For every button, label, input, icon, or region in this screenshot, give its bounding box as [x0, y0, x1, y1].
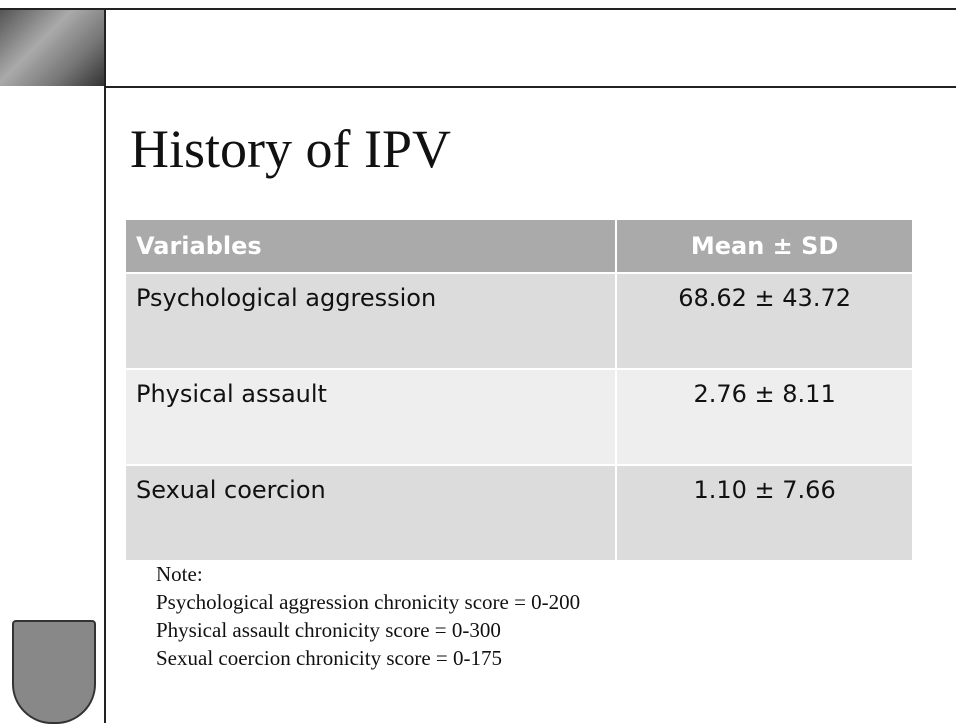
cell: Sexual coercion	[126, 465, 616, 560]
cell: 2.76 ± 8.11	[616, 369, 912, 465]
header-cell: Variables	[126, 220, 616, 273]
rule	[0, 8, 956, 10]
title: History of IPV	[130, 118, 451, 180]
cell: Physical assault	[126, 369, 616, 465]
rule	[106, 86, 956, 88]
page: {"title": "History of IPV", "table": {"h…	[0, 0, 956, 723]
cell: 1.10 ± 7.66	[616, 465, 912, 560]
cell: Psychological aggression	[126, 273, 616, 369]
note: Note: Psychological aggression chronicit…	[156, 560, 580, 672]
slide: History of IPV VariablesMean ± SD Psycho…	[0, 0, 956, 723]
crest	[12, 620, 96, 724]
cell: 68.62 ± 43.72	[616, 273, 912, 369]
header-cell: Mean ± SD	[616, 220, 912, 273]
rule	[104, 8, 106, 723]
note-line: Psychological aggression chronicity scor…	[156, 588, 580, 616]
note-heading: Note:	[156, 560, 580, 588]
photo	[0, 10, 104, 86]
note-line: Sexual coercion chronicity score = 0-175	[156, 644, 580, 672]
note-line: Physical assault chronicity score = 0-30…	[156, 616, 580, 644]
